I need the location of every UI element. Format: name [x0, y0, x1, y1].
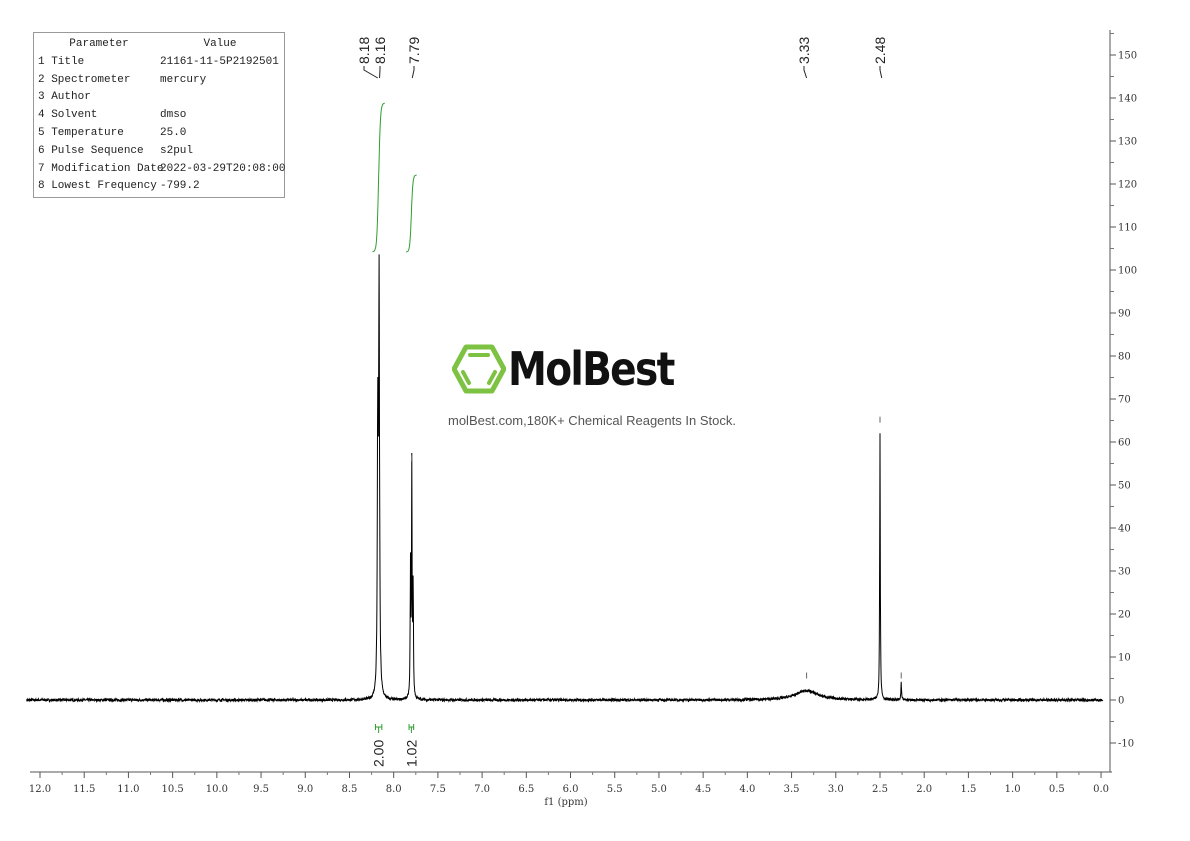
y-tick-label: 40: [1118, 524, 1131, 535]
param-value: mercury: [160, 73, 207, 86]
x-axis-title: f1 (ppm): [544, 797, 587, 808]
x-tick-label: 6.5: [518, 784, 534, 795]
brand-name: MolBest: [508, 342, 675, 396]
y-tick-label: 0: [1118, 696, 1124, 707]
molbest-logo: MolBest: [452, 342, 703, 396]
peak-label-leader: [363, 66, 379, 79]
y-tick-label: 10: [1118, 653, 1131, 664]
spectrum-line: [26, 254, 1104, 704]
y-tick-label: 70: [1118, 395, 1131, 406]
param-key: 7 Modification Date: [38, 162, 164, 175]
x-tick-label: 8.5: [342, 784, 358, 795]
x-tick-label: 9.0: [297, 784, 313, 795]
x-tick-label: 2.0: [916, 784, 932, 795]
y-tick-label: 80: [1118, 352, 1131, 363]
param-key: 8 Lowest Frequency: [38, 180, 157, 193]
x-tick-label: 4.5: [695, 784, 711, 795]
y-tick-label: 110: [1118, 223, 1137, 234]
peak-label-leader: [411, 66, 415, 79]
x-tick-label: 9.5: [253, 784, 269, 795]
parameter-row: 2 Spectrometer mercury: [38, 72, 280, 90]
integral-value: 2.00: [371, 740, 387, 767]
x-tick-label: 7.0: [474, 784, 490, 795]
param-key: 2 Spectrometer: [38, 73, 131, 86]
y-tick-label: 120: [1118, 180, 1137, 191]
peak-label-leader: [803, 66, 808, 79]
integral-curve: [372, 102, 385, 253]
param-value: 25.0: [160, 126, 187, 139]
y-tick-label: -10: [1118, 739, 1134, 750]
parameter-row: 8 Lowest Frequency -799.2: [38, 178, 280, 196]
param-value: 21161-11-5P2192501: [160, 55, 279, 68]
peak-label: 7.79: [406, 37, 422, 64]
peak-label-leader: [879, 66, 883, 79]
x-tick-label: 4.0: [739, 784, 755, 795]
y-tick-label: 60: [1118, 438, 1131, 449]
header-value: Value: [203, 38, 237, 50]
parameter-row: 5 Temperature 25.0: [38, 125, 280, 143]
x-tick-label: 12.0: [29, 784, 51, 795]
param-value: -799.2: [160, 180, 200, 193]
param-value: s2pul: [160, 144, 194, 157]
parameter-row: 3 Author: [38, 89, 280, 107]
y-tick-label: 130: [1118, 137, 1137, 148]
x-tick-label: 3.5: [784, 784, 800, 795]
y-tick-label: 100: [1118, 266, 1137, 277]
y-tick-label: 50: [1118, 481, 1131, 492]
parameter-row: 6 Pulse Sequence s2pul: [38, 143, 280, 161]
y-tick-label: 140: [1118, 94, 1137, 105]
param-key: 3 Author: [38, 91, 91, 104]
param-value: [160, 89, 280, 107]
x-tick-label: 5.5: [607, 784, 623, 795]
param-key: 5 Temperature: [38, 126, 124, 139]
x-tick-label: 7.5: [430, 784, 446, 795]
peak-label: 3.33: [796, 37, 812, 64]
x-tick-label: 0.5: [1049, 784, 1065, 795]
param-key: 1 Title: [38, 55, 85, 68]
parameter-table-header: Parameter Value: [38, 36, 280, 54]
parameter-table: Parameter Value 1 Title 21161-11-5P219250…: [33, 32, 285, 198]
parameter-row: 1 Title 21161-11-5P2192501: [38, 54, 280, 72]
axes: 12.0 11.5 11.0 10.5 10.0 9.5 9.0 8.5 8.0 7.5 7.0 6.…: [29, 30, 1137, 795]
integral-value: 1.02: [403, 740, 419, 767]
peak-label: 8.16: [372, 37, 388, 64]
parameter-row: 7 Modification Date 2022-03-29T20:08:00: [38, 161, 285, 179]
param-key: 6 Pulse Sequence: [38, 144, 144, 157]
y-tick-label: 20: [1118, 610, 1131, 621]
y-tick-label: 30: [1118, 567, 1131, 578]
integral-bracket: [374, 724, 383, 733]
x-tick-label: 6.0: [563, 784, 579, 795]
x-tick-label: 11.5: [73, 784, 95, 795]
peak-labels: 8.18 8.16 7.79 3.33 2.48: [356, 37, 902, 679]
y-tick-label: 90: [1118, 309, 1131, 320]
x-tick-label: 8.0: [386, 784, 402, 795]
header-parameter: Parameter: [69, 38, 129, 50]
param-value: dmso: [160, 109, 187, 122]
hexagon-logo-icon: [452, 344, 506, 394]
param-value: 2022-03-29T20:08:00: [160, 162, 286, 175]
x-tick-label: 2.5: [872, 784, 888, 795]
y-tick-label: 150: [1118, 51, 1137, 62]
x-tick-label: 1.0: [1005, 784, 1021, 795]
integral-bracket: [408, 724, 415, 733]
x-tick-label: 10.5: [161, 784, 183, 795]
x-tick-label: 3.0: [828, 784, 844, 795]
x-tick-label: 0.0: [1093, 784, 1109, 795]
peak-label: 8.18: [356, 37, 372, 64]
watermark-tagline: molBest.com,180K+ Chemical Reagents In S…: [448, 413, 736, 428]
x-tick-label: 1.5: [960, 784, 976, 795]
x-tick-label: 5.0: [651, 784, 667, 795]
param-key: 4 Solvent: [38, 109, 98, 122]
x-tick-label: 10.0: [206, 784, 228, 795]
parameter-row: 4 Solvent dmso: [38, 107, 280, 125]
integral-curves: 2.00 1.02: [371, 102, 419, 767]
integral-curve: [406, 174, 417, 253]
x-tick-label: 11.0: [117, 784, 139, 795]
peak-label: 2.48: [872, 37, 888, 64]
